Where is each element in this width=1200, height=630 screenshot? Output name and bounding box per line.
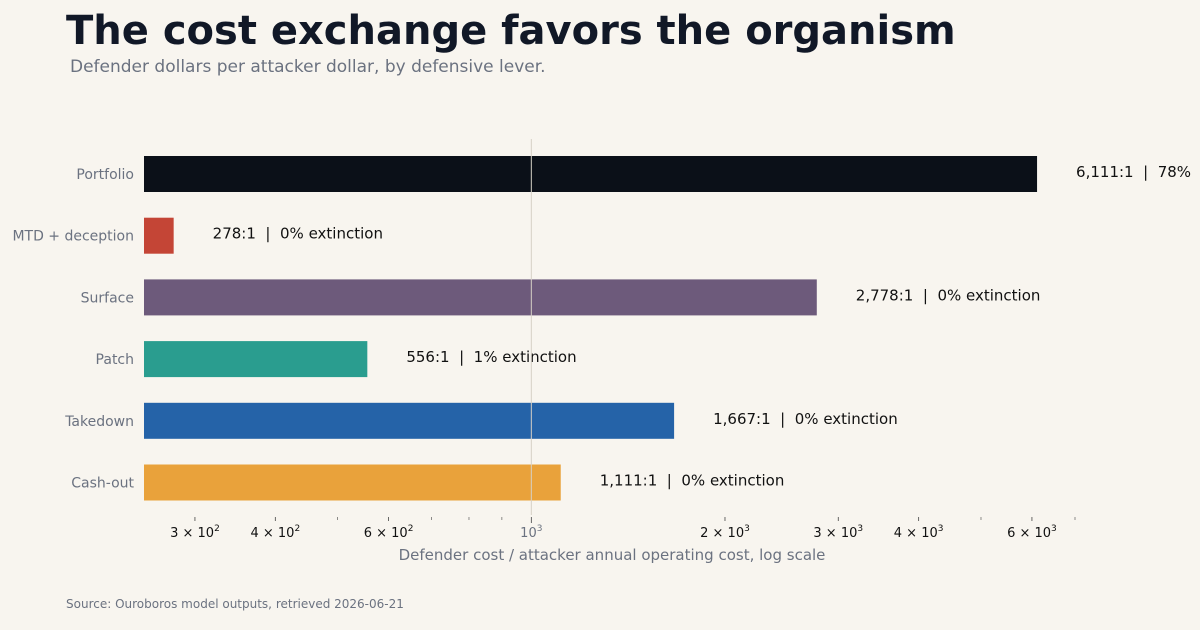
bar-mtd-deception [144, 217, 174, 254]
x-tick-label: 2 × 103 [700, 524, 750, 541]
category-label: MTD + deception [12, 229, 134, 245]
data-label: 2,778:1 | 0% extinction [856, 286, 1041, 304]
bar-surface [144, 279, 817, 316]
x-tick-label: 4 × 103 [894, 524, 944, 541]
category-label: Surface [81, 290, 134, 306]
bar-takedown [144, 402, 675, 439]
x-tick-label: 6 × 102 [364, 524, 414, 541]
category-label: Portfolio [76, 167, 134, 183]
x-tick-label: 103 [520, 524, 542, 541]
chart-subtitle: Defender dollars per attacker dollar, by… [70, 57, 546, 77]
x-tick-label: 6 × 103 [1007, 524, 1057, 541]
x-tick-label: 3 × 102 [170, 524, 220, 541]
data-label: 1,667:1 | 0% extinction [713, 410, 898, 428]
data-label: 278:1 | 0% extinction [213, 225, 383, 243]
data-label: 6,111:1 | 78% [1076, 163, 1191, 181]
bar-patch [144, 341, 368, 378]
category-label: Takedown [64, 414, 134, 430]
x-axis-title: Defender cost / attacker annual operatin… [399, 546, 826, 564]
category-label: Cash-out [71, 476, 134, 492]
data-label: 556:1 | 1% extinction [406, 348, 576, 366]
x-tick-label: 3 × 103 [813, 524, 863, 541]
x-tick-label: 4 × 102 [250, 524, 300, 541]
bar-cash-out [144, 464, 561, 501]
category-label: Patch [96, 352, 134, 368]
data-label: 1,111:1 | 0% extinction [600, 472, 785, 490]
bar-portfolio [144, 156, 1038, 192]
chart-title: The cost exchange favors the organism [66, 8, 956, 54]
source-note: Source: Ouroboros model outputs, retriev… [66, 597, 404, 611]
